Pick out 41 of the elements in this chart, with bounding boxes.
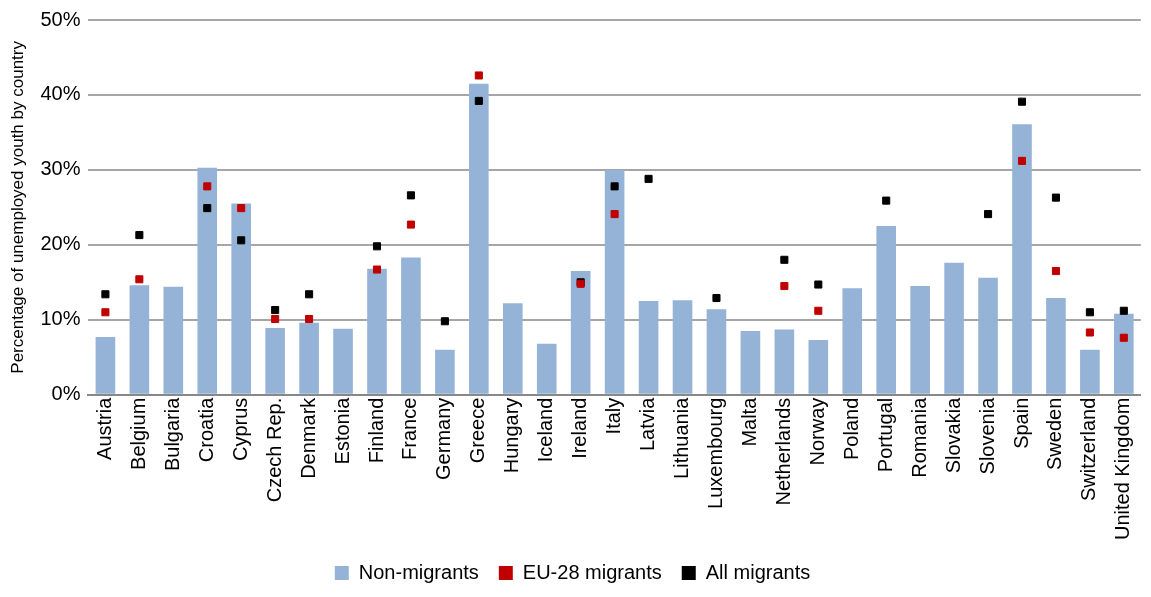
x-tick-label: Spain xyxy=(1009,397,1032,449)
x-tick-label: Croatia xyxy=(194,396,217,463)
x-tick-label: Bulgaria xyxy=(160,396,183,472)
x-tick-label: Iceland xyxy=(534,397,557,463)
y-axis-title: Percentage of unemployed youth by country xyxy=(7,40,27,374)
x-tick-label: Luxembourg xyxy=(703,397,726,509)
x-tick-label: Netherlands xyxy=(771,397,794,506)
legend-label: All migrants xyxy=(705,560,811,583)
x-tick-label: France xyxy=(398,397,421,460)
y-tick-label: 50% xyxy=(40,7,81,30)
legend-label: EU-28 migrants xyxy=(522,560,662,583)
x-tick-label: Ireland xyxy=(568,397,591,459)
x-tick-label: Finland xyxy=(364,397,387,464)
x-tick-label: Greece xyxy=(466,397,489,464)
x-tick-label: Romania xyxy=(907,396,930,478)
x-tick-label: Hungary xyxy=(500,397,523,474)
legend-label: Non-migrants xyxy=(358,560,479,583)
x-tick-label: Sweden xyxy=(1043,397,1066,470)
x-tick-label: Italy xyxy=(602,397,625,435)
x-tick-label: Belgium xyxy=(126,397,149,470)
y-tick-label: 30% xyxy=(40,157,81,180)
x-tick-label: Poland xyxy=(839,397,862,460)
x-tick-label: Cyprus xyxy=(228,397,251,462)
y-tick-label: 10% xyxy=(40,307,81,330)
y-tick-label: 0% xyxy=(51,382,81,405)
x-tick-label: Latvia xyxy=(636,396,659,452)
x-tick-label: Switzerland xyxy=(1077,397,1100,502)
x-tick-label: Germany xyxy=(432,397,455,480)
x-tick-label: Czech Rep. xyxy=(262,397,285,503)
x-tick-label: United Kingdom xyxy=(1111,397,1134,541)
x-tick-label: Portugal xyxy=(873,397,896,473)
x-tick-label: Slovenia xyxy=(975,396,998,475)
x-tick-label: Denmark xyxy=(296,396,319,479)
x-tick-label: Slovakia xyxy=(941,396,964,474)
x-tick-label: Malta xyxy=(737,396,760,447)
x-tick-label: Norway xyxy=(805,397,828,466)
y-tick-label: 20% xyxy=(40,232,81,255)
x-tick-label: Estonia xyxy=(330,396,353,465)
x-tick-label: Lithuania xyxy=(670,396,693,479)
x-tick-label: Austria xyxy=(92,396,115,460)
y-tick-label: 40% xyxy=(40,82,81,105)
